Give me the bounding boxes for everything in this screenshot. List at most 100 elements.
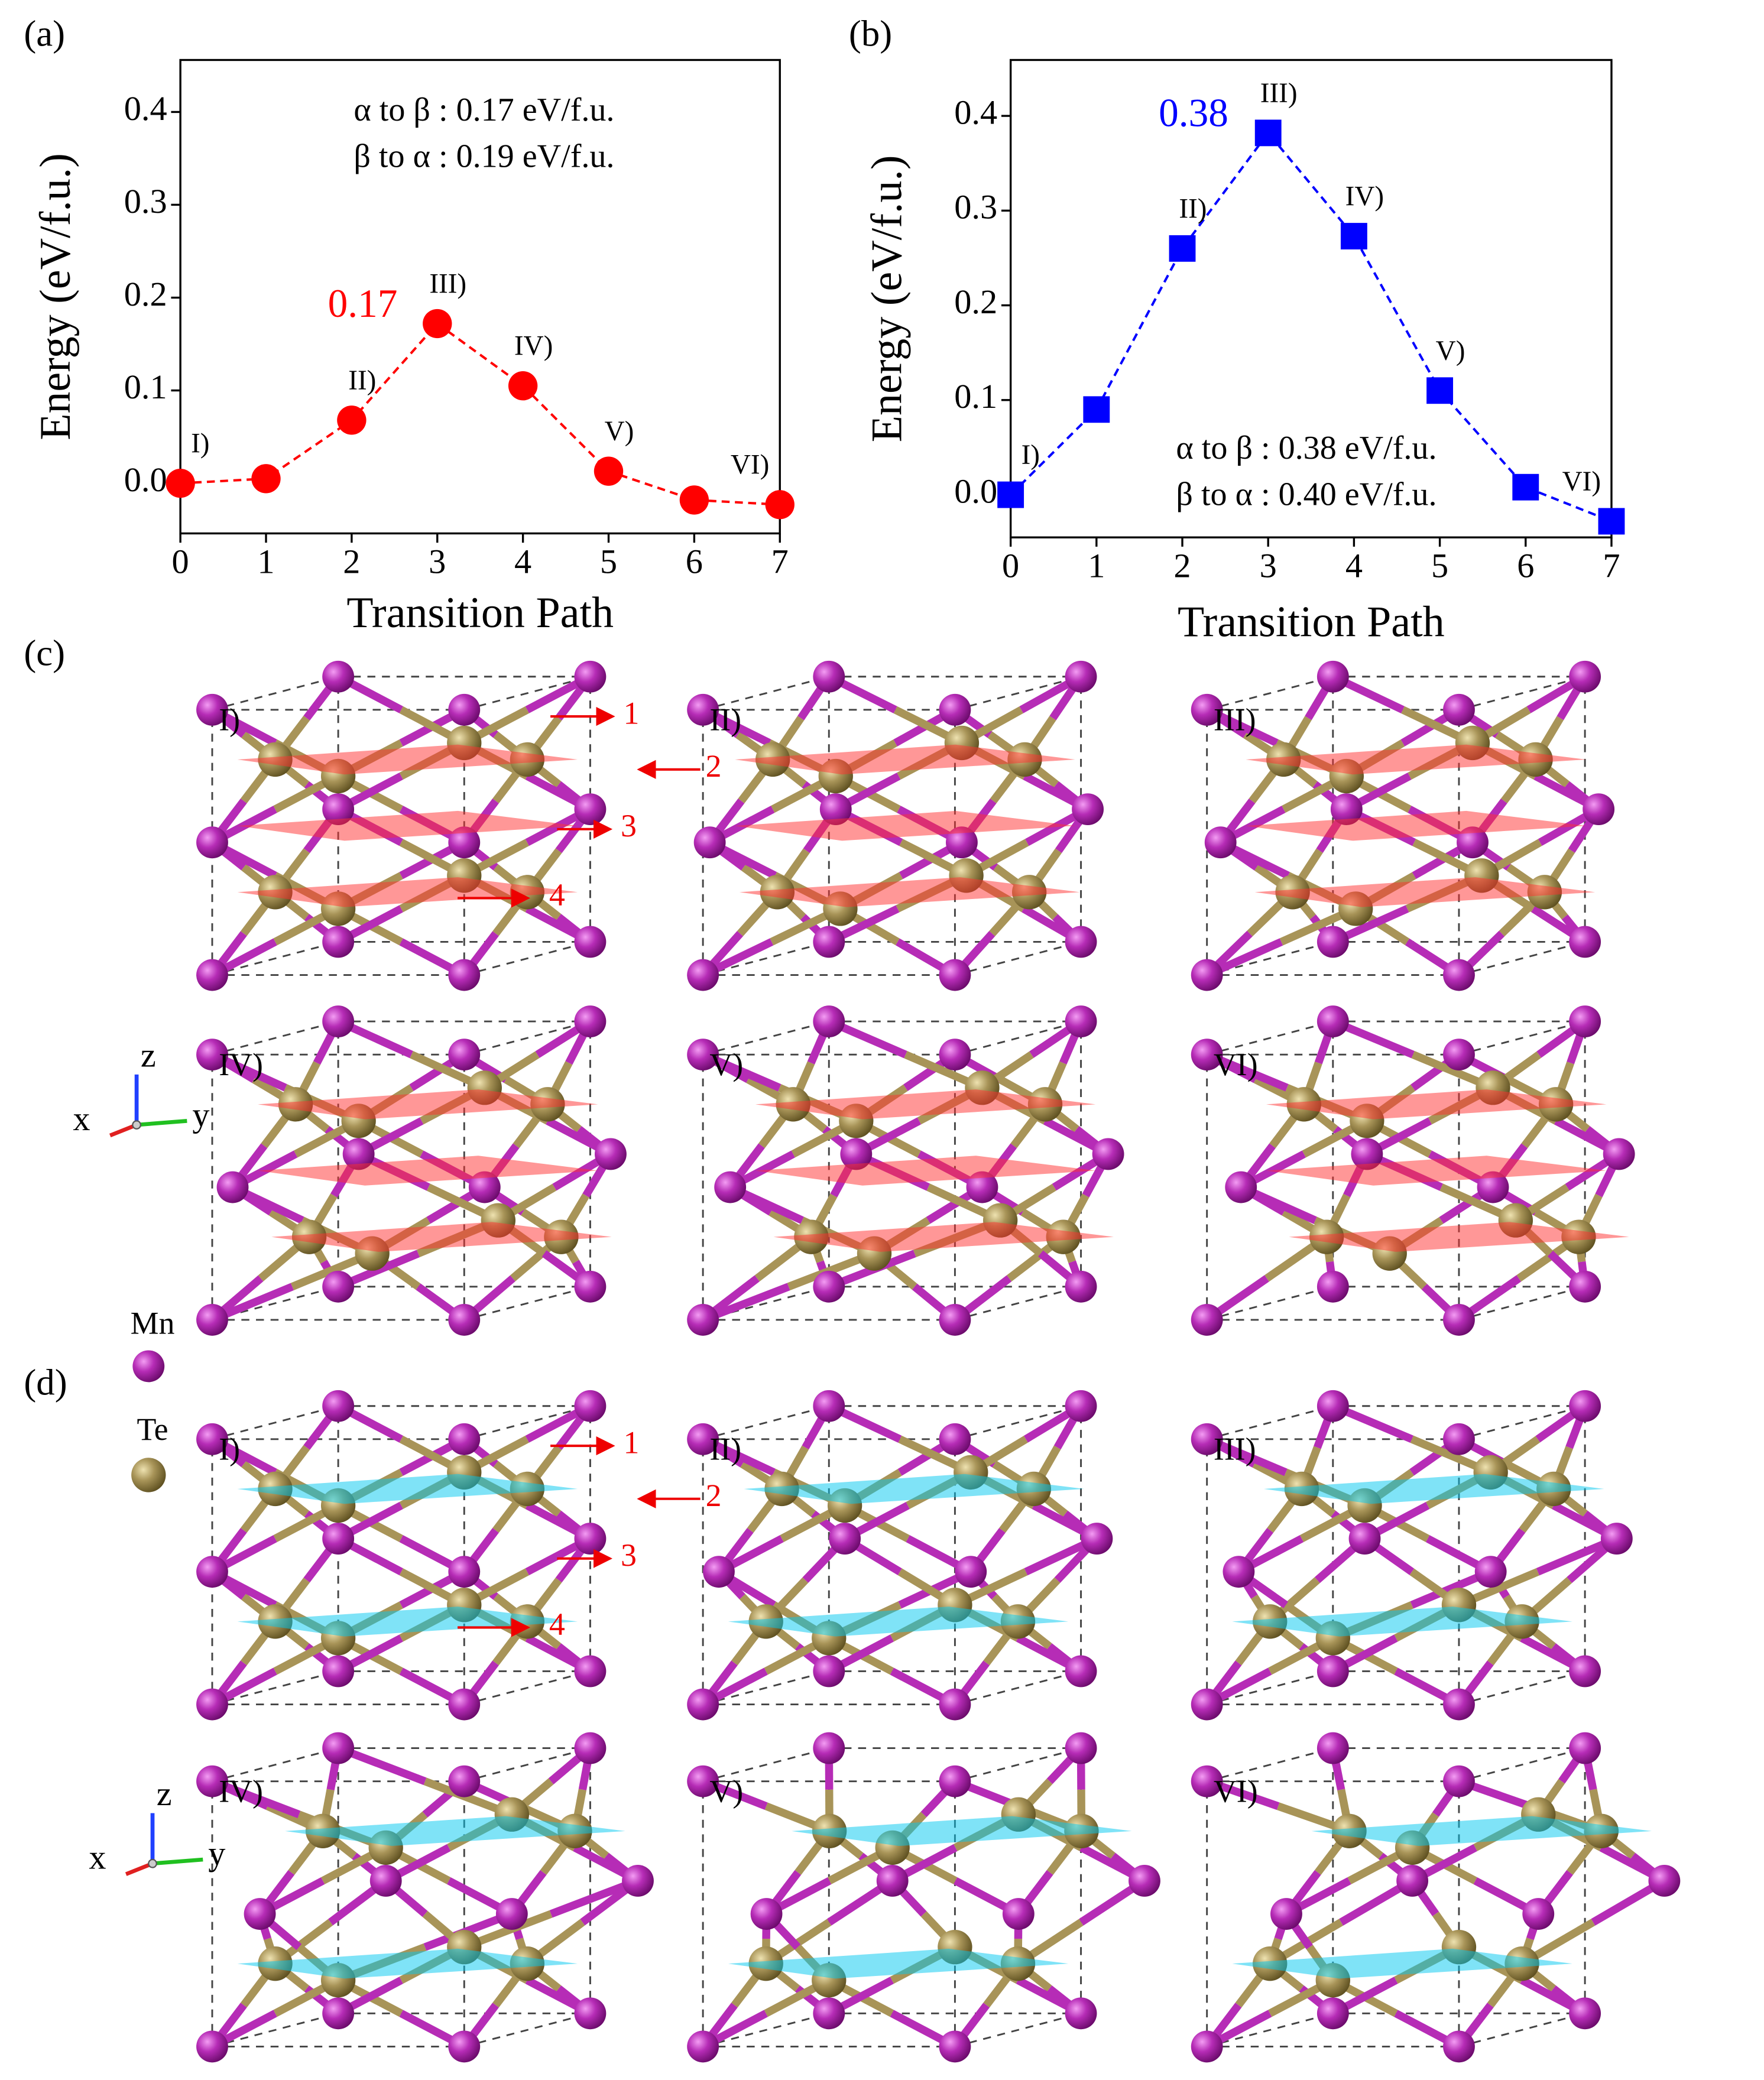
atom: [829, 1523, 861, 1555]
state-label: II): [709, 702, 741, 738]
atom: [322, 1270, 355, 1303]
atomic-plane: [271, 1222, 612, 1252]
structure-panel: [196, 660, 607, 991]
atomic-plane: [1266, 1089, 1607, 1119]
data-point: [337, 405, 367, 435]
unit-cell-edge: [702, 1747, 829, 1783]
atom: [955, 1556, 987, 1588]
atom: [939, 1423, 971, 1455]
atom: [693, 826, 726, 859]
atomic-plane: [744, 1474, 1085, 1504]
data-point: [423, 309, 452, 339]
atomic-plane: [739, 877, 1080, 907]
unit-cell-edge: [955, 2012, 1081, 2047]
atom: [322, 1390, 355, 1422]
atomic-plane: [1246, 810, 1586, 841]
point-label: VI): [1562, 466, 1601, 497]
atom: [196, 1765, 228, 1797]
y-tick-label: 0.1: [954, 377, 997, 416]
atom: [1569, 926, 1601, 958]
x-axis-title: Transition Path: [1178, 598, 1445, 646]
atom: [322, 1655, 355, 1688]
atomic-plane: [755, 1089, 1096, 1119]
atom: [1600, 1523, 1633, 1555]
data-point: [997, 481, 1024, 508]
unit-cell-edge: [1207, 1747, 1334, 1783]
y-tick-label: 0.2: [124, 275, 167, 313]
unit-cell-edge: [1207, 1286, 1334, 1321]
atom: [322, 926, 355, 958]
unit-cell-edge: [463, 1020, 591, 1056]
x-tick-label: 5: [600, 543, 617, 581]
atom: [1443, 1039, 1475, 1071]
atom: [1396, 1865, 1429, 1897]
data-point: [1254, 119, 1282, 147]
atom: [750, 1898, 783, 1930]
atom: [687, 1303, 719, 1336]
unit-cell-edge: [463, 2012, 591, 2047]
atom: [1443, 1423, 1475, 1455]
panel-label: (c): [24, 632, 65, 674]
atom: [1603, 1138, 1635, 1170]
point-label: IV): [1345, 181, 1384, 212]
unit-cell-edge: [702, 1405, 829, 1440]
point-label: III): [429, 268, 466, 299]
atom: [1348, 1523, 1381, 1555]
unit-cell-edge: [212, 1747, 339, 1783]
atom: [687, 1423, 719, 1455]
unit-cell-edge: [702, 2012, 829, 2047]
unit-cell-edge: [463, 1405, 591, 1440]
unit-cell-edge: [463, 1747, 591, 1783]
atom: [1569, 1270, 1601, 1303]
atom: [1223, 1556, 1255, 1588]
data-point: [1169, 235, 1196, 262]
axis-label: x: [73, 1099, 90, 1138]
structure-panel: [1191, 660, 1615, 991]
unit-cell-edge: [955, 676, 1081, 711]
atom: [939, 959, 971, 991]
atom: [1092, 1138, 1124, 1170]
atom: [369, 1865, 402, 1897]
x-tick-label: 4: [1345, 546, 1363, 585]
x-tick-label: 7: [1603, 546, 1620, 585]
atom: [574, 1390, 607, 1422]
atomic-plane: [237, 810, 578, 841]
atom: [703, 1556, 735, 1588]
point-label: I): [191, 429, 209, 459]
atom: [1316, 1655, 1349, 1688]
atom: [1191, 959, 1223, 991]
atom: [448, 1303, 481, 1336]
x-tick-label: 7: [771, 543, 789, 581]
atom: [196, 959, 228, 991]
structure-panel: [196, 1390, 607, 1721]
atom: [687, 2030, 719, 2063]
atomic-plane: [1254, 877, 1596, 907]
marker-number: 3: [621, 808, 637, 843]
atom: [196, 2030, 228, 2063]
state-label: VI): [1214, 1773, 1258, 1809]
structure-panel: [1191, 1732, 1681, 2063]
y-tick-label: 0.0: [124, 460, 167, 499]
atom: [1569, 1655, 1601, 1688]
unit-cell-edge: [1458, 676, 1585, 711]
atomic-plane: [237, 1607, 578, 1637]
unit-cell-edge: [212, 941, 339, 976]
atom: [1351, 1138, 1383, 1170]
plot-frame: [1009, 59, 1613, 538]
atom: [448, 1039, 481, 1071]
atom: [1065, 926, 1097, 958]
data-point: [508, 371, 538, 401]
atomic-plane: [1232, 1607, 1572, 1637]
data-line: [1010, 131, 1612, 523]
atom: [196, 1688, 228, 1721]
atom: [1191, 1039, 1223, 1071]
atom: [1065, 1005, 1097, 1038]
data-point: [594, 456, 624, 486]
atom: [448, 826, 481, 859]
y-tick-label: 0.2: [954, 283, 997, 321]
atom: [1443, 1303, 1475, 1336]
data-point: [1083, 396, 1110, 423]
structure-panel: [687, 1005, 1124, 1336]
atomic-plane: [258, 1089, 598, 1119]
atom: [1474, 1556, 1507, 1588]
